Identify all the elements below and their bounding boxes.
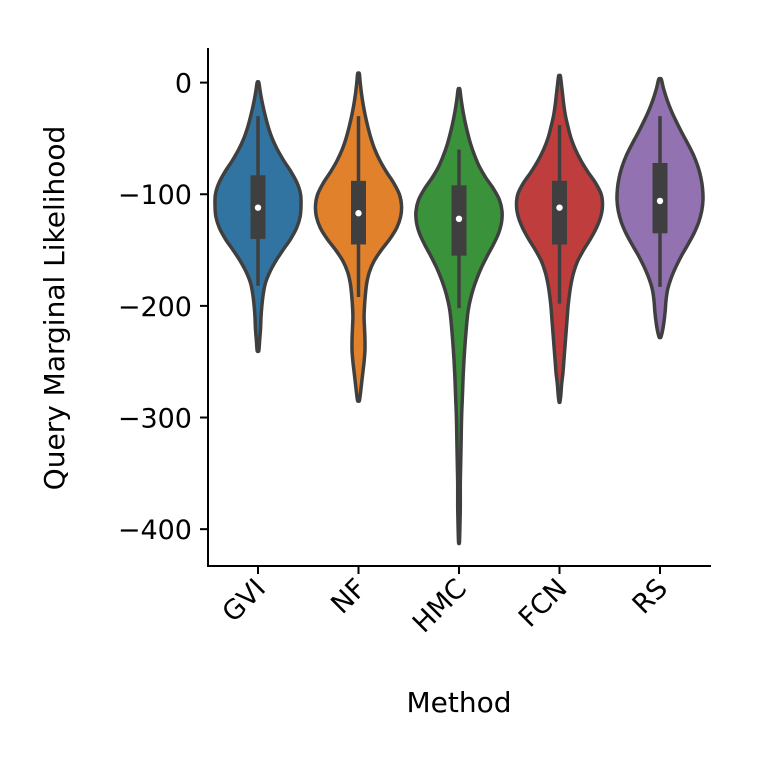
y-axis-label: Query Marginal Likelihood [38, 126, 71, 491]
median-marker-nf [355, 210, 362, 217]
iqr-box-fcn [552, 180, 567, 245]
x-ticks: GVI NF HMC FCN RS [217, 566, 674, 639]
y-tick-label: −300 [118, 404, 192, 435]
x-tick-label: HMC [407, 573, 473, 639]
median-marker-gvi [254, 204, 262, 211]
x-tick-label: GVI [217, 573, 272, 628]
y-tick-label: −200 [118, 292, 192, 323]
violin-group [213, 71, 705, 546]
x-tick-label: NF [325, 573, 372, 620]
y-tick-label: −400 [118, 515, 192, 546]
violin-hmc [414, 86, 504, 546]
y-tick-label: 0 [175, 69, 192, 100]
x-tick-label: RS [627, 573, 674, 620]
x-tick-label: FCN [513, 573, 574, 634]
y-ticks: 0 −100 −200 −300 −400 [118, 69, 208, 546]
y-tick-label: −100 [118, 180, 192, 211]
median-marker-hmc [455, 215, 463, 223]
median-marker-rs [656, 197, 664, 205]
x-axis-label: Method [406, 686, 511, 719]
box-group [250, 116, 668, 309]
median-marker-fcn [556, 204, 563, 211]
